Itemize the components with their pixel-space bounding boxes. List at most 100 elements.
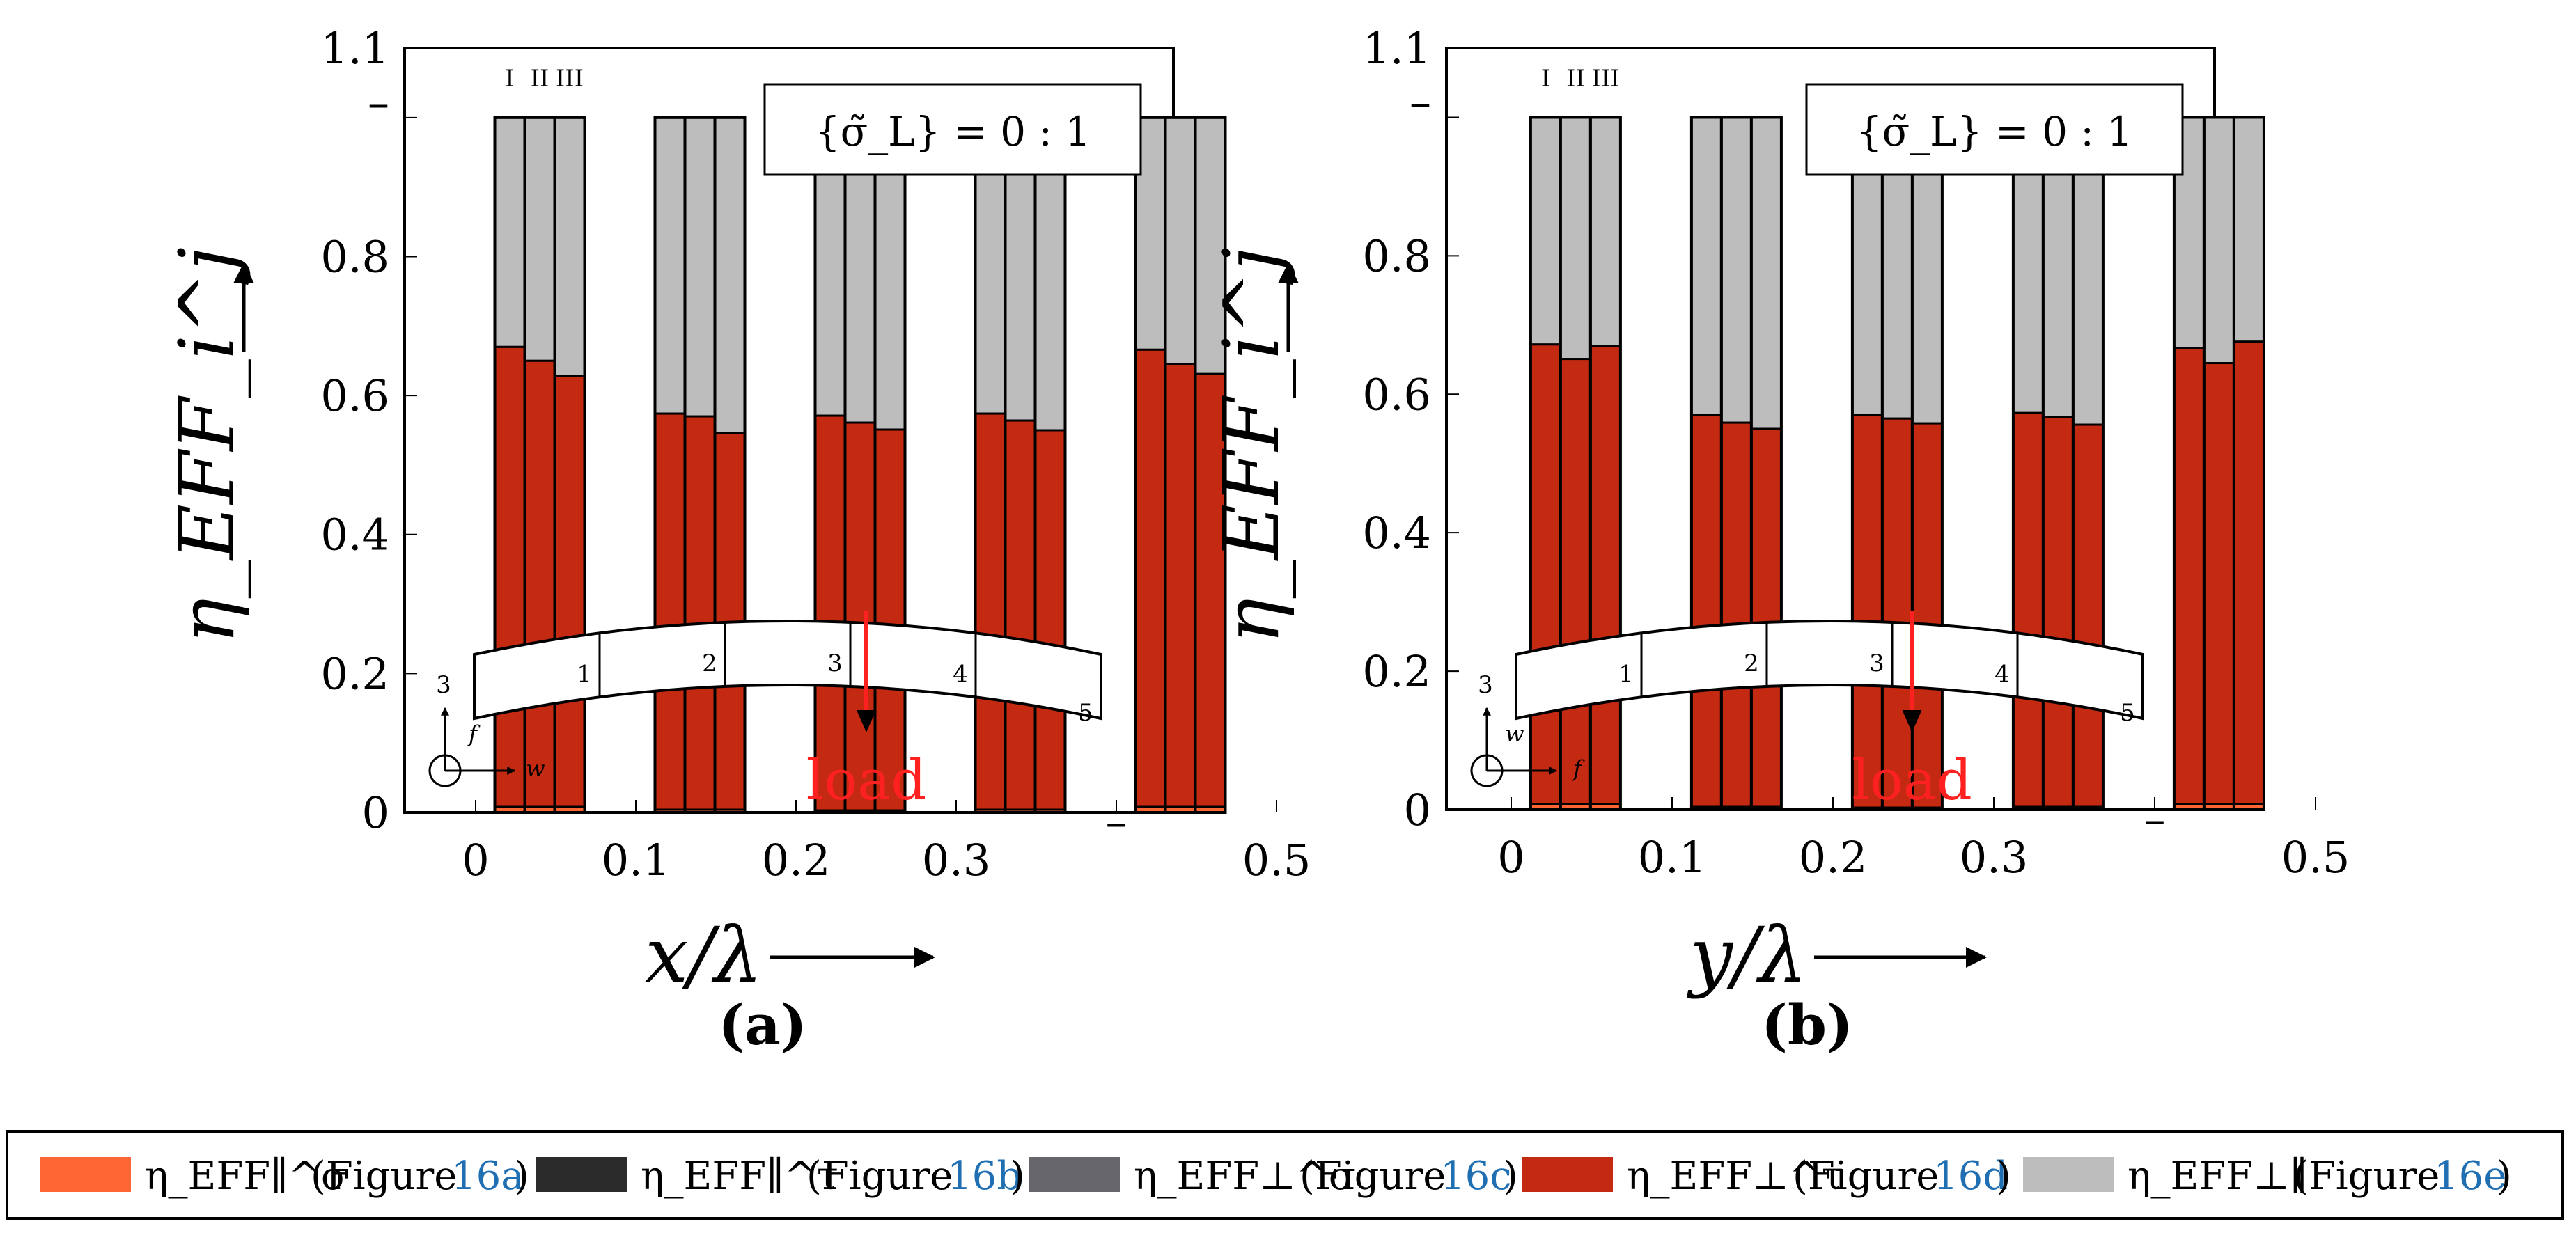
legend-swatch	[536, 1157, 627, 1192]
legend-figure-ref[interactable]: 16e	[2434, 1154, 2506, 1199]
bar-segment-perp_par	[494, 116, 526, 348]
legend-symbol: η_EFF⊥∥	[2128, 1154, 2308, 1199]
y-tick-label: 0.8	[320, 231, 389, 282]
bar-segment-tau_perp	[2042, 416, 2075, 808]
y-tick-label: 0	[1404, 785, 1431, 835]
bar-segment-perp_par	[1164, 116, 1196, 365]
legend-prefix: (Figure	[1793, 1154, 1939, 1199]
load-arrow-head	[857, 710, 876, 732]
bar-segment-tau_perp	[654, 412, 686, 811]
legend-figure-ref[interactable]: 16c	[1440, 1154, 1512, 1199]
bar-segment-tau_perp	[554, 375, 586, 808]
load-arrow-head	[1902, 710, 1922, 732]
legend-item-sigma_perp: η_EFF⊥^σ(Figure 16c)	[1029, 1154, 1518, 1199]
beam-segment-number: 1	[577, 660, 592, 688]
bar-segment-tau_perp	[524, 359, 556, 808]
beam-segment-number: 3	[827, 650, 843, 677]
legend-prefix: (Figure	[311, 1154, 457, 1199]
bar-segment-tau_perp	[1750, 427, 1783, 808]
bar-segment-perp_par	[684, 116, 716, 418]
legend-symbol: η_EFF⊥^τ	[1627, 1154, 1843, 1199]
bar-segment-tau_perp	[1529, 343, 1562, 805]
x-tick-label: 0.3	[1960, 832, 2029, 883]
bar-segment-tau_perp	[974, 412, 1006, 811]
bar-roman-label: III	[556, 65, 584, 93]
x-tick-label: 0.5	[2281, 832, 2350, 883]
legend-figure-ref[interactable]: 16a	[451, 1154, 524, 1199]
bar-segment-tau_perp	[1720, 421, 1753, 808]
bar-segment-tau_perp	[2072, 423, 2105, 808]
legend-item-tau_perp: η_EFF⊥^τ(Figure 16d)	[1522, 1154, 2011, 1199]
legend-prefix: (Figure	[1299, 1154, 1446, 1199]
annotation-box	[763, 83, 1142, 176]
x-axis-title: x/λ	[645, 911, 763, 1000]
bar	[1194, 116, 1227, 814]
bar-segment-tau_perp	[2233, 340, 2265, 805]
bar	[553, 116, 586, 814]
y-tick-label: –	[1410, 77, 1431, 127]
legend-suffix: )	[1996, 1154, 2011, 1199]
annotation-text: {σ̃_L} = 0 : 1	[815, 108, 1091, 155]
bar	[1588, 116, 1622, 812]
beam	[473, 620, 1102, 721]
x-tick-label: 0.2	[762, 835, 831, 886]
bar-segment-perp_par	[524, 116, 556, 362]
bar-segment-perp_par	[1720, 116, 1753, 424]
load-label: load	[1852, 748, 1972, 812]
beam-segment-number: 5	[1078, 699, 1093, 727]
beam-segment-number: 4	[1995, 660, 2010, 688]
x-tick-label: –	[1106, 796, 1127, 847]
legend: η_EFF∥^σ(Figure 16a) η_EFF∥^τ(Figure 16b)…	[6, 1130, 2564, 1220]
x-tick-label: 0.1	[602, 835, 671, 886]
legend-figure-ref[interactable]: 16b	[947, 1154, 1022, 1199]
legend-suffix: )	[1503, 1154, 1518, 1199]
legend-item-sigma_par: η_EFF∥^σ(Figure 16a)	[40, 1154, 529, 1199]
bar-segment-perp_par	[1559, 116, 1592, 361]
y-tick-label: 0.4	[320, 510, 389, 560]
bar-roman-label: I	[505, 65, 514, 93]
y-tick-label: 1.1	[1362, 23, 1431, 74]
x-tick-label: 0.2	[1799, 832, 1868, 883]
bar-segment-perp_par	[1690, 116, 1723, 416]
legend-symbol: η_EFF∥^τ	[641, 1154, 838, 1199]
legend-suffix: )	[1010, 1154, 1025, 1199]
bar-segment-perp_par	[654, 116, 686, 415]
annotation-box	[1805, 83, 2184, 176]
legend-item-tau_par: η_EFF∥^τ(Figure 16b)	[536, 1154, 1025, 1199]
x-axis-title: y/λ	[1686, 911, 1807, 1000]
bar-segment-tau_perp	[1690, 414, 1723, 808]
bar-segment-tau_perp	[1851, 414, 1884, 809]
y-tick-label: 0.6	[320, 370, 389, 421]
x-tick-label: 0.3	[922, 835, 991, 886]
legend-swatch	[40, 1157, 131, 1192]
bar-roman-label: I	[1541, 65, 1550, 93]
y-tick-label: 0.6	[1362, 369, 1431, 420]
bar-segment-tau_perp	[494, 345, 526, 808]
beam-segment-number: 2	[702, 650, 717, 677]
legend-swatch	[1522, 1157, 1613, 1192]
panel-label: (b)	[1761, 992, 1853, 1058]
x-tick-label: 0	[1497, 832, 1524, 883]
bar	[2232, 116, 2265, 812]
legend-figure-ref[interactable]: 16d	[1933, 1154, 2008, 1199]
bar-segment-perp_par	[714, 116, 746, 434]
bar	[1749, 116, 1783, 812]
bar-segment-perp_par	[1589, 116, 1622, 347]
chart-panel-a: 00.20.40.60.8–1.10 0.1 0.2 0.3–0.5I II III{σ̃…	[162, 23, 1311, 1058]
beam-segment-number: 1	[1618, 660, 1634, 688]
legend-item-perp_par: η_EFF⊥∥(Figure 16e)	[2023, 1154, 2512, 1199]
beam	[1515, 620, 2144, 721]
panel-label: (a)	[718, 992, 807, 1058]
bar-roman-label: III	[1591, 65, 1619, 93]
y-tick-label: 0.8	[1362, 230, 1431, 281]
load-label: load	[806, 748, 927, 812]
y-tick-label: 1.1	[320, 23, 389, 74]
y-tick-label: –	[368, 77, 389, 128]
legend-swatch	[1029, 1157, 1120, 1192]
bar-segment-tau_perp	[1164, 363, 1196, 808]
y-axis-title: η_EFF_i^j	[1207, 247, 1296, 644]
bar-segment-tau_perp	[1134, 348, 1166, 808]
bar	[713, 116, 747, 814]
y-axis-title: η_EFF_i^j	[162, 247, 251, 644]
